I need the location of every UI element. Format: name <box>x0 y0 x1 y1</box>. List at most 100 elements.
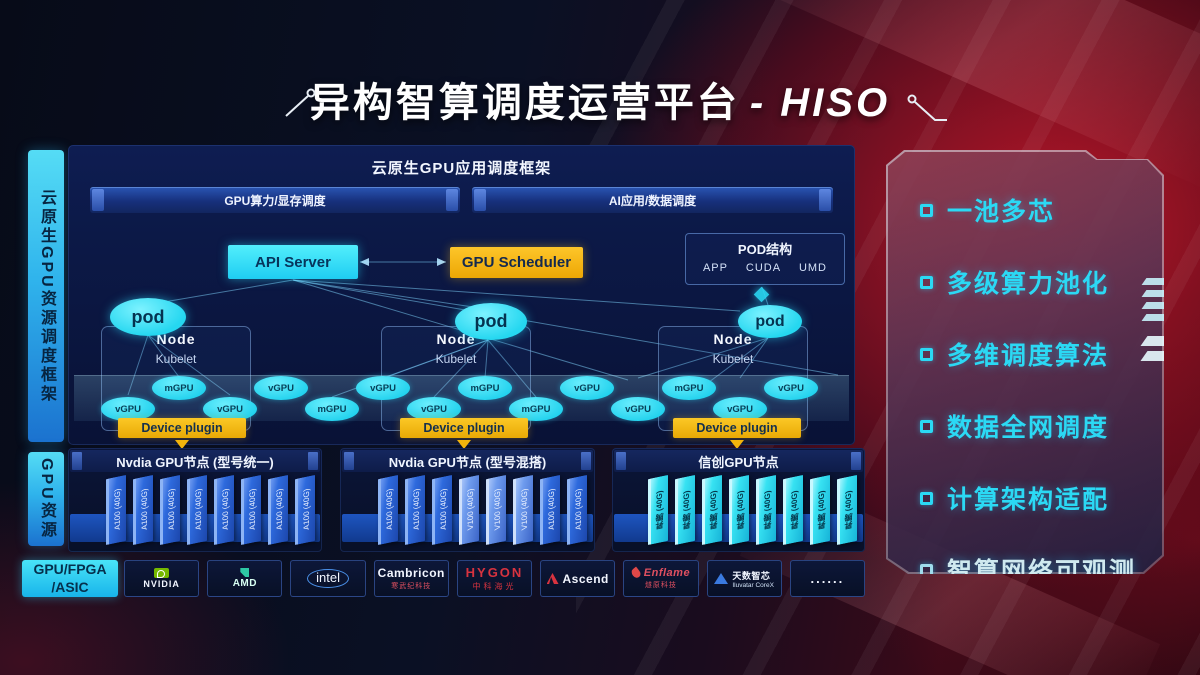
vendor-name: Ascend <box>562 571 609 586</box>
gpu-ellipse: vGPU <box>254 376 308 400</box>
vendor-subname: 中科海光 <box>472 582 517 591</box>
gpu-card: A100 (40G) <box>432 474 452 546</box>
checkbox-icon <box>920 348 933 361</box>
gpu-ellipse: mGPU <box>509 397 563 421</box>
vendor-name: NVIDIA <box>143 579 180 589</box>
vendor-subname: 寒武纪科技 <box>391 583 432 590</box>
pod-pointer-icon <box>753 286 770 303</box>
gpu-ellipse: vGPU <box>764 376 818 400</box>
kubelet-label-2: Kubelet <box>435 352 477 366</box>
gpu-card: A100 (40G) <box>160 474 180 546</box>
iluvatar-logo-icon <box>714 573 729 584</box>
vendor-subname: Iluvatar CoreX <box>732 581 774 589</box>
pod-ellipse-2: pod <box>455 303 527 340</box>
vendor-name: Cambricon <box>377 566 445 580</box>
feature-label: 数据全网调度 <box>947 414 1110 442</box>
pod-structure-title: POD结构 <box>737 242 793 257</box>
scheduling-framework-panel: 云原生GPU应用调度框架 GPU算力/显存调度 AI应用/数据调度 <box>68 145 855 449</box>
device-plugin-1: Device plugin <box>118 418 246 438</box>
feature-item: 智算网络可观测 <box>920 552 1136 588</box>
gpu-card: 昇腾 (40G) <box>756 474 776 546</box>
gpu-node-section-uniform: Nvdia GPU节点 (型号统一) A100 (40G) A100 (40G)… <box>68 448 322 552</box>
vendor-name: AMD <box>232 578 257 589</box>
page-title-suffix: - HISO <box>749 81 891 125</box>
gpu-ellipse: mGPU <box>152 376 206 400</box>
api-server-box: API Server <box>228 245 358 279</box>
gpu-card: 昇腾 (40G) <box>837 474 857 546</box>
gpu-ellipse: mGPU <box>458 376 512 400</box>
feature-label: 多维调度算法 <box>947 342 1110 370</box>
bar-gpu-compute-scheduling: GPU算力/显存调度 <box>90 187 460 213</box>
vendor-tile-more: ...... <box>789 560 865 597</box>
vendor-name: 天数智芯 <box>732 570 771 581</box>
gpu-card: V100 (40G) <box>459 474 479 546</box>
intel-logo-icon: intel <box>307 569 349 588</box>
feature-item: 一池多芯 <box>920 192 1136 228</box>
feature-label: 一池多芯 <box>947 198 1056 226</box>
gpu-card: A100 (40G) <box>295 474 315 546</box>
gpu-ellipse: mGPU <box>662 376 716 400</box>
pod-structure-item-app: APP <box>702 262 728 274</box>
gpu-card: A100 (40G) <box>268 474 288 546</box>
node-label-3: Node <box>713 331 753 347</box>
device-plugin-2: Device plugin <box>400 418 528 438</box>
gpu-card: A100 (40G) <box>241 474 261 546</box>
hazard-stripes-decoration <box>1144 278 1174 361</box>
gpu-ellipse: vGPU <box>560 376 614 400</box>
node-label-1: Node <box>156 331 196 347</box>
vendor-tile-hygon: HYGON 中科海光 <box>456 560 533 597</box>
node-label-2: Node <box>436 331 476 347</box>
pod-structure-box: POD结构 APP CUDA UMD <box>685 233 845 285</box>
gpu-node-header: 信创GPU节点 <box>614 450 863 472</box>
gpu-card: V100 (40G) <box>513 474 533 546</box>
gpu-node-header: Nvdia GPU节点 (型号混搭) <box>342 450 593 472</box>
checkbox-icon <box>920 564 933 577</box>
gpu-card: 昇腾 (40G) <box>783 474 803 546</box>
sidebar-label-cloud-native-gpu-framework: 云原生GPU资源调度框架 <box>28 150 64 442</box>
vendor-tile-iluvatar: 天数智芯 Iluvatar CoreX <box>706 560 782 597</box>
pod-ellipse-3: pod <box>738 305 802 338</box>
feature-panel-inner <box>888 152 1162 572</box>
gpu-card: A100 (40G) <box>540 474 560 546</box>
vendor-name: HYGON <box>465 565 524 580</box>
vendor-tile-nvidia: NVIDIA <box>124 560 200 597</box>
feature-item: 多维调度算法 <box>920 336 1136 372</box>
circuit-decoration-right <box>907 94 947 121</box>
checkbox-icon <box>920 204 933 217</box>
feature-item: 多级算力池化 <box>920 264 1136 300</box>
nvidia-logo-icon <box>154 568 170 578</box>
checkbox-icon <box>920 492 933 505</box>
vendor-tile-ascend: Ascend <box>540 560 616 597</box>
down-arrow-icon <box>175 440 189 449</box>
gpu-card: 昇腾 (40G) <box>729 474 749 546</box>
checkbox-icon <box>920 276 933 289</box>
gpu-card: A100 (40G) <box>214 474 234 546</box>
gpu-ellipse: vGPU <box>101 397 155 421</box>
gpu-card: V100 (40G) <box>486 474 506 546</box>
pod-ellipse-1: pod <box>110 298 186 336</box>
vendor-tile-intel: intel <box>290 560 366 597</box>
gpu-node-section-xinchuang: 信创GPU节点 昇腾 (40G) 昇腾 (40G) 昇腾 (40G) 昇腾 (4… <box>612 448 865 552</box>
gpu-card: A100 (40G) <box>106 474 126 546</box>
kubelet-label-1: Kubelet <box>155 352 197 366</box>
gpu-ellipse: vGPU <box>713 397 767 421</box>
bar-ai-data-scheduling: AI应用/数据调度 <box>472 187 833 213</box>
checkbox-icon <box>920 420 933 433</box>
ascend-logo-icon <box>546 573 559 584</box>
feature-item: 数据全网调度 <box>920 408 1136 444</box>
vendor-subname: 燧原科技 <box>644 582 677 589</box>
enflame-logo-icon <box>629 566 642 580</box>
gpu-card: A100 (40G) <box>187 474 207 546</box>
gpu-ellipse: mGPU <box>305 397 359 421</box>
kubelet-label-3: Kubelet <box>712 352 754 366</box>
vendor-row: NVIDIA AMD intel Cambricon 寒武纪科技 HYGON 中… <box>124 560 865 597</box>
pod-structure-item-umd: UMD <box>798 262 828 274</box>
gpu-card: A100 (40G) <box>405 474 425 546</box>
vendor-tile-enflame: Enflame 燧原科技 <box>623 560 699 597</box>
hardware-type-label: GPU/FPGA /ASIC <box>22 560 118 597</box>
gpu-ellipse: vGPU <box>611 397 665 421</box>
gpu-card: A100 (40G) <box>567 474 587 546</box>
feature-panel: 一池多芯 多级算力池化 多维调度算法 数据全网调度 计算架构适配 智算网络可观测 <box>886 150 1164 574</box>
gpu-card: 昇腾 (40G) <box>648 474 668 546</box>
gpu-card: A100 (40G) <box>378 474 398 546</box>
